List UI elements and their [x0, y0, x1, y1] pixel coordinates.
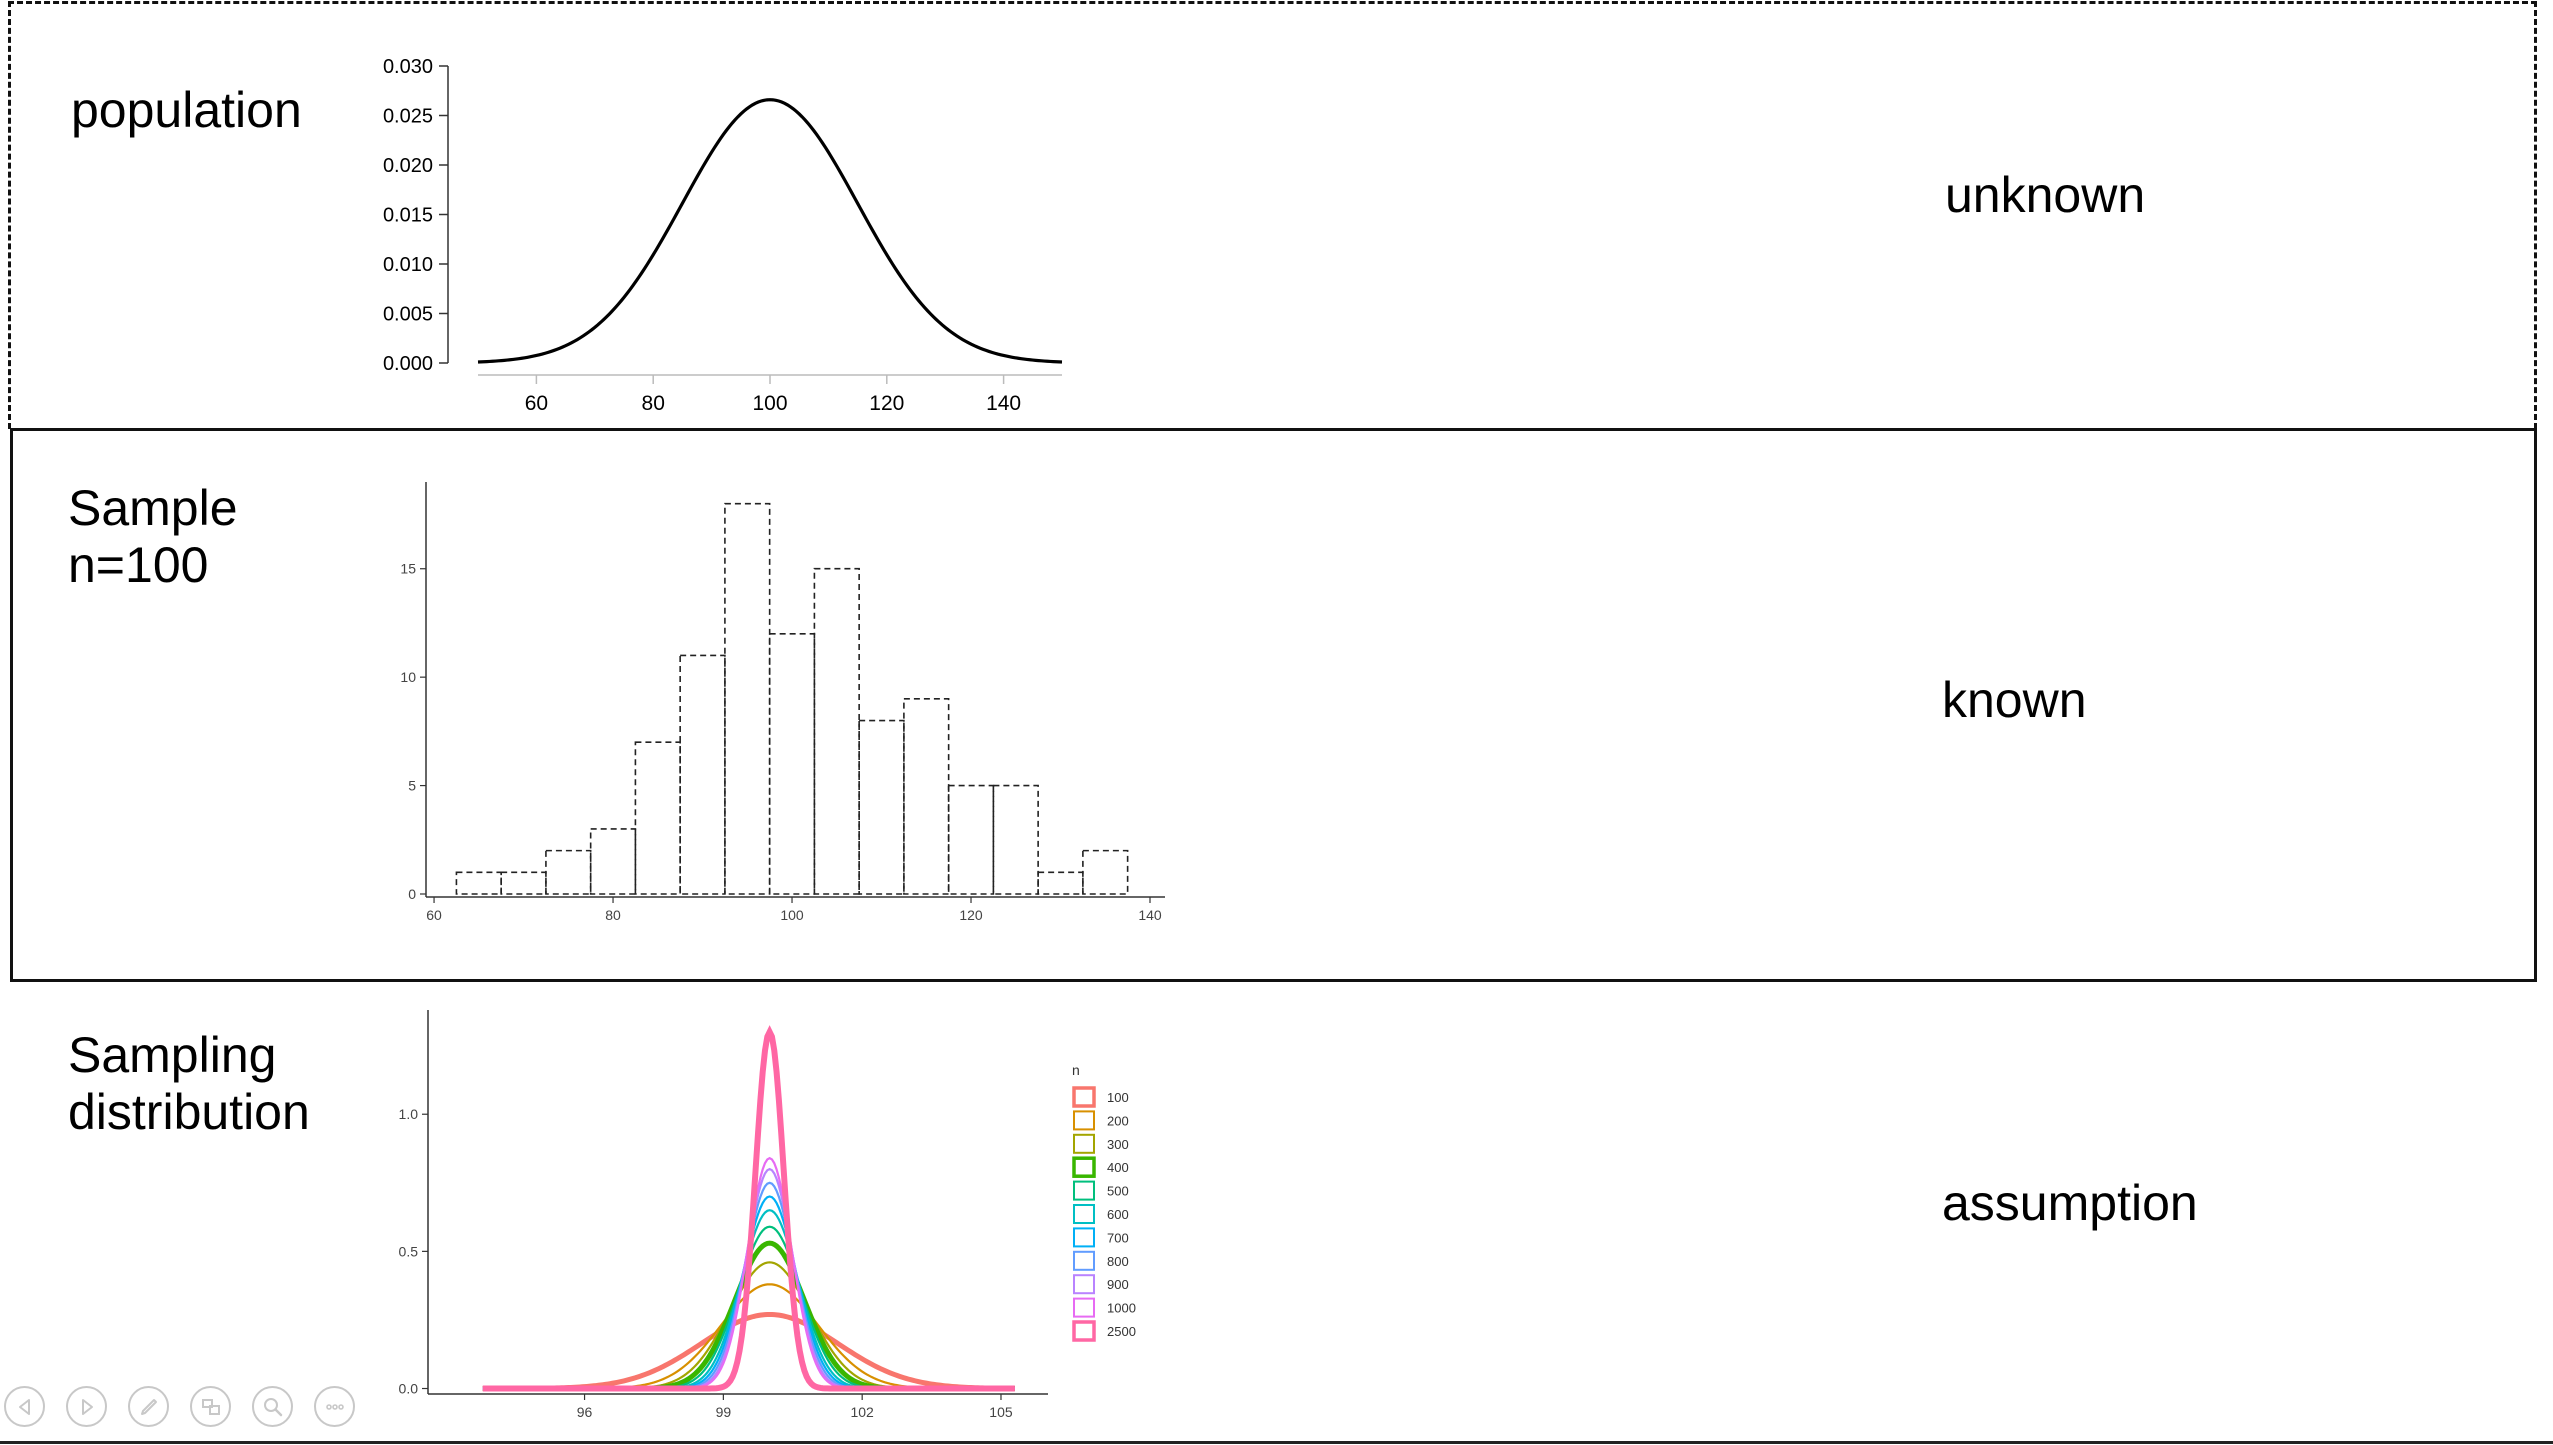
sampling-distribution-status: assumption: [1942, 1175, 2198, 1231]
legend-label: 2500: [1107, 1324, 1136, 1339]
series-line-n-2500: [482, 1025, 1015, 1392]
y-tick-label: 0: [408, 886, 416, 902]
sampling-distribution-panel: Sampling distribution assumption: [0, 982, 2553, 1445]
sample-status: known: [1942, 672, 2087, 728]
triangle-left-icon: [18, 1398, 30, 1415]
sample-histogram-chart: 0 5 10 15 60 80 100 120 140: [400, 482, 1165, 923]
legend-swatch: [1073, 1274, 1095, 1295]
legend-label: 600: [1107, 1207, 1129, 1222]
histogram-bar: [500, 871, 547, 895]
sampling-distribution-chart: 0.0 0.5 1.0 96 99 102 105 n 100 200 300 400 500 600 70…: [399, 1010, 1136, 1420]
pen-icon: [140, 1398, 157, 1415]
legend-swatch: [1073, 1250, 1095, 1271]
x-tick-label: 140: [1138, 907, 1162, 923]
triangle-right-icon: [81, 1398, 93, 1415]
legend-swatch: [1073, 1133, 1095, 1154]
slides-grid-icon: [201, 1398, 220, 1415]
legend-swatch: [1073, 1110, 1095, 1131]
legend-swatch: [1072, 1156, 1096, 1178]
y-tick-label: 0.015: [383, 205, 433, 227]
x-tick-label: 120: [869, 392, 904, 415]
x-tick-label: 99: [716, 1404, 732, 1420]
slide-overview-button[interactable]: [190, 1386, 231, 1427]
legend-label: 800: [1107, 1254, 1129, 1269]
series-line-n-100: [482, 1311, 1015, 1391]
x-tick-label: 100: [752, 392, 787, 415]
histogram-bar: [903, 698, 950, 895]
histogram-bar: [724, 502, 771, 895]
next-slide-button[interactable]: [66, 1386, 107, 1427]
histogram-bar: [634, 741, 681, 895]
y-tick-label: 0.010: [383, 254, 433, 276]
bottom-divider: [0, 1441, 2553, 1444]
more-options-button[interactable]: [314, 1386, 355, 1427]
legend-swatch: [1073, 1204, 1095, 1224]
histogram-bar: [768, 632, 816, 895]
y-tick-label: 1.0: [399, 1106, 419, 1122]
ellipsis-icon: [325, 1403, 344, 1410]
legend-label: 900: [1107, 1277, 1129, 1292]
sampling-distribution-label: Sampling distribution: [68, 1027, 310, 1140]
y-tick-label: 10: [400, 669, 416, 685]
legend-label: 1000: [1107, 1301, 1136, 1316]
density-curve: [477, 98, 1063, 364]
x-tick-label: 102: [850, 1404, 874, 1420]
y-tick-label: 0.000: [383, 353, 433, 375]
histogram-bar: [1037, 871, 1084, 895]
x-tick-label: 96: [577, 1404, 593, 1420]
histogram-bar: [1082, 849, 1129, 895]
x-tick-label: 105: [989, 1404, 1013, 1420]
legend-label: 500: [1107, 1184, 1129, 1199]
legend-swatch: [1073, 1297, 1095, 1318]
legend-swatch: [1072, 1320, 1096, 1342]
x-tick-label: 60: [525, 392, 548, 415]
legend-label: 700: [1107, 1230, 1129, 1245]
legend-swatch: [1073, 1227, 1095, 1248]
zoom-button[interactable]: [252, 1386, 293, 1427]
histogram-bar: [679, 654, 726, 895]
y-tick-label: 15: [400, 561, 416, 577]
legend-swatch: [1072, 1086, 1096, 1108]
y-tick-label: 0.5: [399, 1243, 419, 1259]
x-tick-label: 100: [780, 907, 804, 923]
y-tick-label: 0.0: [399, 1381, 419, 1397]
histogram-bar: [992, 784, 1039, 895]
x-tick-label: 60: [426, 907, 442, 923]
legend-label: 400: [1107, 1160, 1129, 1175]
legend-label: 100: [1107, 1090, 1129, 1105]
x-tick-label: 120: [959, 907, 983, 923]
pen-tool-button[interactable]: [128, 1386, 169, 1427]
y-tick-label: 0.020: [383, 155, 433, 177]
sample-panel: Sample n=100 known: [10, 428, 2537, 982]
histogram-bar: [545, 849, 592, 895]
y-tick-label: 0.005: [383, 304, 433, 326]
magnifier-icon: [263, 1397, 282, 1416]
histogram-bar: [813, 567, 860, 895]
y-tick-label: 0.025: [383, 106, 433, 128]
x-tick-label: 80: [642, 392, 665, 415]
legend-label: 300: [1107, 1137, 1129, 1152]
x-tick-label: 140: [986, 392, 1021, 415]
histogram-bar: [455, 871, 502, 895]
population-panel: population unknown: [8, 1, 2537, 429]
x-tick-label: 80: [605, 907, 621, 923]
previous-slide-button[interactable]: [4, 1386, 45, 1427]
legend-title: n: [1072, 1062, 1080, 1078]
sample-label: Sample n=100: [68, 480, 238, 593]
population-status: unknown: [1945, 167, 2146, 223]
histogram-bar: [947, 784, 995, 895]
presentation-controls: [4, 1386, 355, 1427]
y-tick-label: 0.030: [383, 56, 433, 78]
y-tick-label: 5: [408, 778, 416, 794]
population-label: population: [71, 82, 302, 138]
legend-label: 200: [1107, 1113, 1129, 1128]
histogram-bar: [858, 719, 905, 895]
histogram-bar: [589, 828, 637, 895]
legend-swatch: [1073, 1180, 1095, 1201]
population-density-chart: 0.000 0.005 0.010 0.015 0.020 0.025 0.030 60 80 1…: [383, 56, 1063, 415]
